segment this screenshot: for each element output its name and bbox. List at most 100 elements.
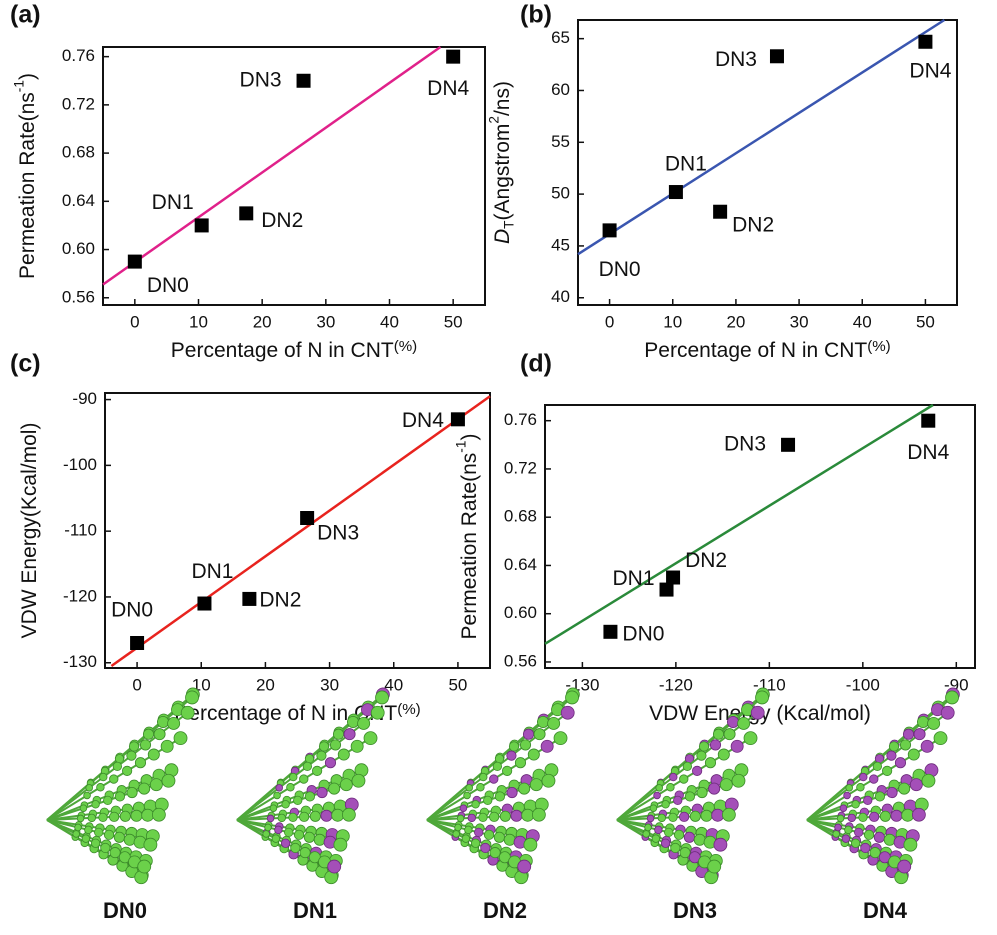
data-point	[194, 218, 209, 233]
atom	[901, 808, 915, 822]
atom	[494, 791, 505, 802]
atom	[682, 761, 693, 772]
atom	[143, 837, 158, 852]
atom	[327, 859, 342, 874]
atom	[679, 847, 691, 859]
structure-label: DN0	[103, 898, 147, 923]
point-label: DN3	[240, 68, 282, 91]
atom	[839, 804, 848, 812]
atom	[869, 847, 881, 859]
y-tick-label: -90	[72, 389, 97, 408]
point-label: DN2	[685, 549, 727, 572]
atom	[452, 830, 460, 838]
atom	[909, 778, 923, 792]
atom	[529, 778, 543, 792]
atom	[275, 784, 283, 792]
point-label: DN1	[152, 191, 194, 214]
atom	[489, 774, 499, 784]
atom	[370, 705, 385, 720]
atom	[856, 783, 865, 792]
atom	[679, 811, 690, 822]
x-tick-label: 40	[853, 312, 872, 331]
atom	[553, 731, 568, 746]
atom	[128, 741, 140, 752]
atom	[708, 782, 721, 795]
atom	[290, 842, 301, 854]
atom	[510, 809, 523, 822]
atom	[153, 728, 166, 741]
point-label: DN0	[111, 599, 153, 622]
atom	[743, 731, 758, 746]
label-part: (%)	[394, 338, 418, 355]
atom	[522, 728, 535, 740]
atom	[302, 761, 313, 772]
data-point	[659, 582, 674, 597]
atom	[303, 831, 315, 843]
x-tick-label: 40	[384, 675, 403, 694]
atom	[161, 773, 176, 788]
atom	[834, 823, 842, 832]
y-tick-label: 0.68	[504, 507, 537, 526]
atom	[727, 715, 740, 728]
atom	[109, 811, 120, 822]
atom	[913, 728, 926, 741]
y-tick-label: 60	[551, 80, 570, 99]
x-tick-label: 0	[132, 675, 141, 694]
point-label: DN4	[402, 409, 444, 432]
atom	[483, 795, 493, 806]
atom	[717, 748, 730, 761]
atom	[927, 716, 941, 730]
plot-frame	[577, 19, 958, 306]
atom	[537, 715, 550, 728]
atom	[112, 761, 123, 772]
atom	[841, 834, 851, 843]
label-part: 2	[486, 116, 501, 124]
atom	[76, 814, 85, 823]
atom	[476, 783, 485, 792]
atom	[874, 791, 885, 802]
atom	[478, 812, 488, 823]
atom	[673, 829, 685, 840]
atom	[693, 833, 706, 846]
atom	[343, 728, 356, 741]
x-tick-label: -100	[846, 675, 880, 694]
atom	[351, 773, 366, 788]
y-tick-label: 55	[551, 132, 570, 151]
x-tick-label: 20	[256, 675, 275, 694]
atom	[465, 784, 473, 792]
atom	[339, 778, 353, 792]
atom	[523, 837, 538, 852]
atom	[843, 791, 851, 800]
y-tick-label: 0.64	[62, 191, 95, 210]
atom	[347, 715, 360, 728]
atom	[493, 831, 505, 843]
atom	[74, 823, 82, 832]
atom	[731, 773, 746, 788]
atom	[90, 838, 101, 848]
atom	[670, 842, 681, 854]
fit-line	[577, 18, 946, 256]
atom	[489, 847, 501, 859]
atom	[185, 690, 199, 705]
atom	[712, 728, 725, 740]
data-point	[668, 185, 683, 200]
atom	[467, 813, 476, 823]
atom	[138, 782, 151, 795]
atom	[547, 716, 561, 730]
y-tick-label: 45	[551, 235, 570, 254]
x-tick-label: 10	[189, 312, 208, 331]
atom	[79, 804, 88, 812]
y-tick-label: 0.76	[504, 410, 537, 429]
atom	[660, 838, 671, 848]
atom	[91, 800, 100, 809]
label-part: T	[501, 220, 516, 229]
atom	[565, 690, 579, 705]
atom	[886, 750, 897, 761]
atom	[479, 772, 488, 782]
atom	[654, 825, 663, 835]
atom	[293, 795, 303, 806]
atom	[696, 786, 708, 799]
x-axis-label: Percentage of N in CNT(%)	[644, 338, 890, 362]
atom	[700, 809, 713, 822]
atom	[180, 705, 195, 720]
